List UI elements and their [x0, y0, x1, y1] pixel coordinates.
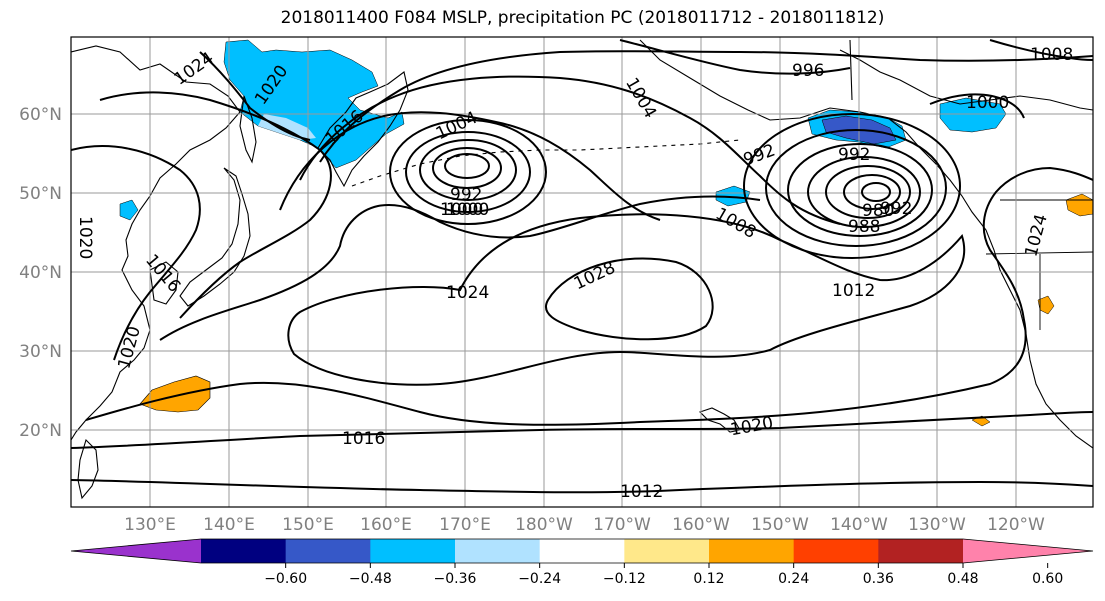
isobar-label: 1000 [446, 200, 489, 220]
longitude-label: 140°E [203, 515, 255, 535]
colorbar-segment [285, 539, 371, 563]
longitude-label: 160°W [672, 515, 730, 535]
longitude-label: 150°W [751, 515, 809, 535]
colorbar-tick-label: 0.60 [1032, 571, 1063, 587]
colorbar-segment [539, 539, 625, 563]
isobar-label: 980 [862, 201, 894, 221]
isobar-label: 992 [880, 199, 912, 219]
longitude-label: 170°W [593, 515, 651, 535]
colorbar-segment [370, 539, 456, 563]
map-title: 2018011400 F084 MSLP, precipitation PC (… [280, 8, 885, 28]
colorbar-tick-label: 0.12 [693, 571, 724, 587]
colorbar-segment [624, 539, 710, 563]
colorbar-outline [70, 538, 1094, 564]
colorbar-segment [878, 539, 964, 563]
precip-area-philippine-sea [139, 375, 211, 413]
latitude-label: 30°N [19, 342, 62, 362]
longitude-labels: 130°E 140°E 150°E 160°E 170°E 180°W 170°… [124, 515, 1045, 535]
colorbar-extend-max [963, 539, 1093, 563]
colorbar-segment [709, 539, 795, 563]
longitude-label: 130°E [124, 515, 176, 535]
isobar-label: 1016 [342, 429, 385, 449]
colorbar-tick-label: 0.24 [778, 571, 809, 587]
colorbar-tick-label: 0.36 [863, 571, 894, 587]
isobar-label: 1024 [446, 283, 489, 303]
colorbar-extend-min [71, 539, 201, 563]
longitude-label: 140°W [830, 515, 888, 535]
isobar-label: 1000 [440, 200, 483, 220]
precip-area-japan [119, 199, 139, 221]
colorbar-segment [455, 539, 541, 563]
map-frame [70, 36, 1094, 508]
colorbar-tick-label: 0.48 [947, 571, 978, 587]
isobar-label: 988 [848, 217, 880, 237]
colorbar-tick-label: −0.36 [434, 571, 477, 587]
precip-area-us-interior [1065, 193, 1093, 217]
precip-area-bc-coast [939, 97, 1007, 133]
colorbar-tick-label: −0.12 [603, 571, 646, 587]
isobars [71, 39, 1093, 494]
isobar-label: 992 [450, 185, 482, 205]
precip-area-okhotsk [223, 39, 405, 169]
longitude-label: 120°W [987, 515, 1045, 535]
latitude-labels: 60°N 50°N 40°N 30°N 20°N [19, 105, 62, 441]
precipitation-shading [119, 39, 1093, 427]
isobar-label: 1008 [1030, 45, 1073, 65]
isobar-label: 1012 [620, 482, 663, 502]
isobar-label: 1000 [966, 93, 1009, 113]
latitude-label: 20°N [19, 421, 62, 441]
isobar-label: 996 [792, 61, 824, 81]
colorbar-tick-label: −0.48 [349, 571, 392, 587]
longitude-label: 160°E [360, 515, 412, 535]
longitude-label: 170°E [439, 515, 491, 535]
isobar-label: 992 [838, 145, 870, 165]
latitude-label: 60°N [19, 105, 62, 125]
colorbar-segment [201, 539, 287, 563]
colorbar: −0.60 −0.48 −0.36 −0.24 −0.12 0.12 0.24 0.36 0.4… [70, 538, 1094, 587]
colorbar-tick-label: −0.24 [518, 571, 561, 587]
colorbar-tick-label: −0.60 [264, 571, 307, 587]
colorbar-segment [793, 539, 879, 563]
isobar-label: 1012 [832, 281, 875, 301]
precip-area-okhotsk-light [258, 114, 316, 140]
longitude-label: 130°W [908, 515, 966, 535]
longitude-label: 150°E [282, 515, 334, 535]
latitude-label: 40°N [19, 263, 62, 283]
latitude-label: 50°N [19, 184, 62, 204]
isobar-label: 1020 [75, 216, 95, 259]
longitude-label: 180°W [515, 515, 573, 535]
